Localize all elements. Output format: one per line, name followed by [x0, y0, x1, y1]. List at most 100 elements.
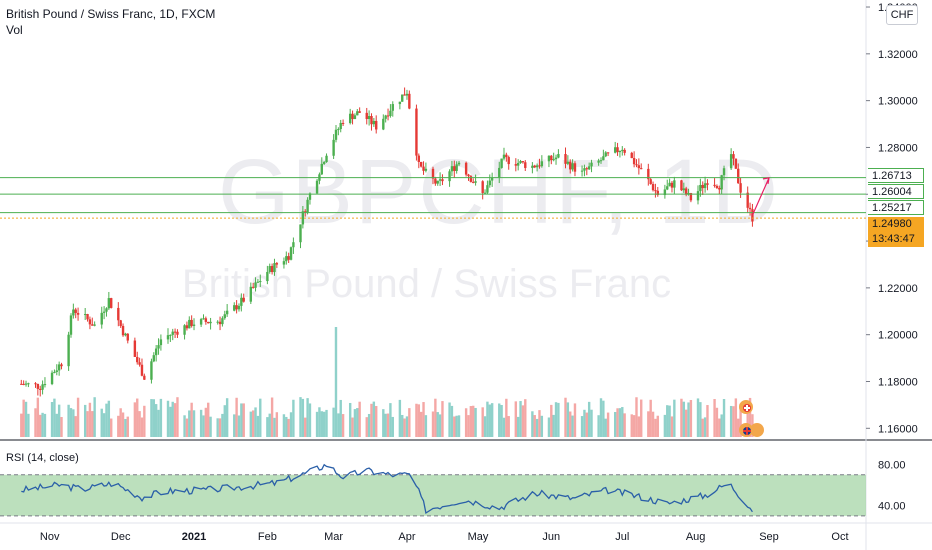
candle-body	[618, 150, 622, 153]
candle-body	[287, 256, 290, 260]
volume-bar	[663, 414, 667, 437]
price-tick-label: 1.18000	[878, 376, 918, 388]
volume-bar	[83, 404, 87, 437]
candle-body	[43, 384, 47, 386]
uk-flag-event-icon[interactable]	[739, 423, 753, 437]
time-axis-label: Oct	[831, 531, 848, 543]
candle-body	[637, 165, 641, 169]
candle-body	[389, 110, 392, 116]
candle-body	[703, 183, 707, 189]
volume-bar	[649, 399, 652, 437]
volume-bar	[666, 405, 669, 437]
time-axis-label: May	[468, 531, 489, 543]
candle-body	[152, 355, 155, 362]
volume-bar	[235, 397, 238, 437]
price-tick-label: 1.16000	[878, 423, 918, 435]
volume-bar	[72, 409, 75, 437]
candle-body	[315, 180, 319, 194]
candle-body	[590, 162, 593, 167]
volume-bar	[367, 413, 371, 437]
candle-body	[670, 182, 674, 188]
volume-bar	[268, 413, 271, 437]
candle-body	[24, 383, 28, 385]
candle-body	[715, 185, 719, 188]
candle-body	[720, 175, 723, 190]
candle-body	[60, 364, 63, 367]
candle-body	[455, 164, 458, 171]
volume-bar	[547, 417, 551, 437]
volume-bar	[225, 398, 229, 437]
volume-bar	[223, 405, 226, 437]
volume-bar	[216, 418, 219, 437]
volume-bar	[566, 402, 570, 437]
swiss-flag-event-icon[interactable]	[739, 400, 753, 414]
volume-bar	[20, 413, 23, 437]
candle-body	[571, 163, 574, 170]
symbol-title[interactable]: British Pound / Swiss Franc, 1D, FXCM	[6, 7, 216, 21]
volume-bar	[524, 399, 527, 437]
volume-bar	[382, 409, 385, 437]
candle-body	[339, 122, 342, 130]
rsi-label[interactable]: RSI (14, close)	[6, 452, 79, 464]
candle-body	[384, 115, 387, 119]
volume-bar	[301, 398, 305, 437]
candle-body	[150, 361, 153, 380]
volume-bar	[318, 407, 321, 437]
candle-body	[436, 180, 439, 184]
volume-bar	[334, 327, 338, 437]
price-tag-level3: 1.25217	[868, 200, 924, 215]
volume-bar	[256, 415, 260, 437]
candle-body	[533, 165, 536, 168]
volume-bar	[552, 414, 555, 437]
candle-body	[516, 162, 520, 166]
candle-body	[55, 370, 58, 372]
volume-bar	[656, 415, 659, 437]
volume-bar	[117, 415, 120, 437]
candle-body	[666, 186, 669, 190]
currency-button[interactable]: CHF	[886, 5, 918, 25]
candle-body	[481, 181, 484, 194]
volume-bar	[292, 399, 295, 437]
volume-bar	[176, 397, 179, 437]
candle-body	[386, 115, 390, 117]
volume-bar	[386, 413, 390, 437]
candle-body	[320, 163, 323, 175]
volume-bar	[424, 415, 428, 437]
volume-bar	[138, 411, 141, 437]
candle-body	[337, 129, 340, 131]
volume-bar	[207, 402, 210, 437]
candle-body	[438, 179, 442, 181]
volume-bar	[481, 407, 484, 437]
candle-body	[39, 388, 42, 390]
time-axis-label: 2021	[182, 531, 206, 543]
last-price-value: 1.24980	[872, 218, 912, 230]
volume-bar	[372, 401, 376, 437]
volume-label[interactable]: Vol	[6, 23, 23, 37]
candle-body	[233, 305, 236, 311]
time-axis-label: Feb	[258, 531, 277, 543]
candle-body	[102, 311, 106, 313]
volume-bar	[143, 405, 146, 437]
candle-body	[50, 372, 54, 385]
candle-body	[72, 309, 75, 316]
volume-bar	[136, 398, 139, 437]
candle-body	[341, 122, 345, 124]
candle-body	[166, 335, 170, 340]
candle-body	[375, 120, 378, 130]
volume-bar	[55, 413, 58, 437]
candle-body	[292, 242, 295, 248]
volume-bar	[521, 405, 525, 437]
volume-bar	[259, 398, 262, 437]
candle-body	[372, 120, 376, 125]
candle-body	[682, 188, 686, 191]
price-tag-level2: 1.26004	[868, 184, 924, 199]
volume-bar	[564, 397, 567, 437]
candle-body	[486, 185, 489, 193]
candle-body	[623, 149, 626, 153]
volume-bar	[472, 405, 475, 437]
candle-body	[434, 178, 437, 184]
candle-body	[469, 176, 473, 182]
candle-body	[673, 180, 676, 188]
candle-body	[304, 211, 307, 213]
